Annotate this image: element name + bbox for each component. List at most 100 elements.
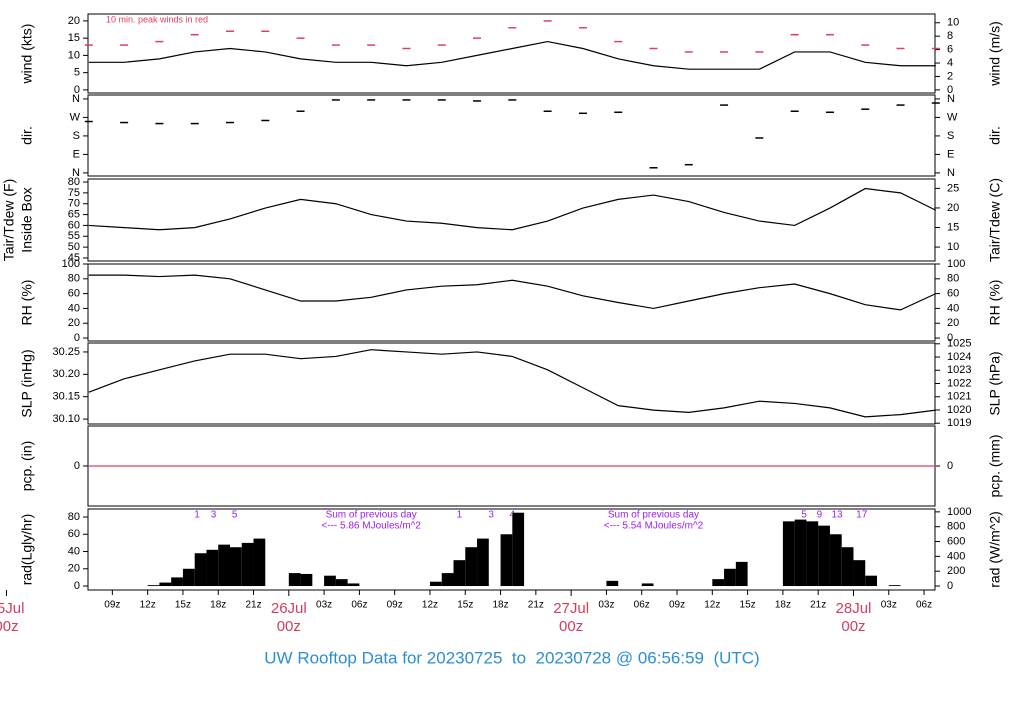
y2-tick-label: 1022 [947,377,971,389]
y-tick-label: 20 [68,563,80,575]
y-axis-label: rad(Lgly/hr) [19,514,35,586]
y2-axis-label: rad (W/m^2) [987,511,1003,588]
y-tick-label: 60 [68,528,80,540]
y2-tick-label: 1000 [947,506,971,518]
y2-tick-label: 4 [947,57,953,69]
y-tick-label: 55 [68,230,80,242]
y2-tick-label: 60 [947,288,959,300]
y-tick-label: E [73,148,80,160]
y-tick-label: 5 [74,67,80,79]
x-tick-label: 06z [351,600,367,611]
bar [229,547,242,587]
y-tick-label: 70 [68,198,80,210]
bar [347,583,360,587]
x-tick-label: 21z [245,600,261,611]
y2-tick-label: 80 [947,273,959,285]
x-tick-label: 21z [528,600,544,611]
day-label: 25Jul [0,600,24,617]
y2-tick-label: 0 [947,580,953,592]
x-tick-label: 12z [140,600,156,611]
annotation: Sum of previous day [608,510,699,521]
y2-tick-label: 8 [947,30,953,42]
bar [865,575,878,587]
bar [724,568,736,587]
annotation: Sum of previous day [326,510,417,521]
y2-tick-label: 1024 [947,351,971,363]
y-tick-label: 100 [62,258,80,270]
x-tick-label: 12z [422,600,438,611]
bar [288,573,301,587]
panel-frame [87,508,936,591]
bar [888,585,901,587]
y2-tick-label: 1025 [947,338,971,350]
bar [441,573,454,587]
y2-tick-label: 400 [947,550,965,562]
panel-frame [87,94,936,177]
bar [477,538,489,587]
y2-axis-label: dir. [987,126,1003,145]
y-tick-label: 30.15 [52,391,80,403]
y2-axis-label: RH (%) [987,280,1003,326]
marker-label: 13 [831,510,843,521]
x-tick-label: 06z [634,600,650,611]
x-tick-label: 18z [210,600,226,611]
y-tick-label: 10 [68,49,80,61]
y2-tick-label: 1019 [947,417,971,429]
y-tick-label: 0 [74,84,80,96]
y2-tick-label: 200 [947,565,965,577]
annotation: <--- 5.86 MJoules/m^2 [321,521,421,532]
day-label: 28Jul [836,600,872,617]
y-axis-label: RH (%) [19,280,35,326]
panel-frame [87,178,936,262]
y2-tick-label: W [947,111,958,123]
y-axis-label: Inside Box [19,187,35,252]
y2-tick-label: 40 [947,302,959,314]
x-tick-label: 15z [740,600,756,611]
y-axis-label: pcp. (in) [19,441,35,492]
y-axis-label: SLP (inHg) [19,349,35,417]
panel-frame [87,13,936,94]
bar [206,549,219,587]
y2-tick-label: 1020 [947,404,971,416]
x-tick-label: 15z [175,600,191,611]
y2-tick-label: 6 [947,44,953,56]
bar [829,534,842,587]
data-line [88,40,936,70]
y2-tick-label: 20 [947,202,959,214]
y2-tick-label: 10 [947,17,959,29]
y2-axis-label: pcp. (mm) [987,435,1003,498]
data-line [88,349,936,418]
panel-frame [87,342,936,425]
bar [500,534,513,587]
y2-tick-label: 20 [947,317,959,329]
y-axis-label: wind (kts) [19,24,35,85]
y-tick-label: 40 [68,545,80,557]
y-tick-label: N [72,93,80,105]
x-tick-label: 09z [104,600,120,611]
day-label: 26Jul [271,600,307,617]
bar [841,547,854,587]
day-sublabel: 00z [0,618,19,635]
y2-axis-label: wind (m/s) [987,21,1003,87]
y2-tick-label: E [947,148,954,160]
y-tick-label: 0 [74,332,80,344]
y2-tick-label: 100 [947,258,965,270]
footer-title: UW Rooftop Data for 20230725 to 20230728… [264,648,759,667]
x-tick-label: 09z [387,600,403,611]
y2-tick-label: 0 [947,84,953,96]
marker-label: 1 [457,510,463,521]
y-tick-label: 75 [68,187,80,199]
y-tick-label: 60 [68,219,80,231]
y-tick-label: 50 [68,241,80,253]
y2-axis-label: SLP (hPa) [987,351,1003,415]
x-tick-label: 18z [492,600,508,611]
y-tick-label: 30.10 [52,413,80,425]
bar [300,573,313,587]
y-tick-label: N [72,167,80,179]
day-sublabel: 00z [841,618,865,635]
y-tick-label: 0 [74,460,80,472]
y-tick-label: 60 [68,288,80,300]
y2-tick-label: 800 [947,521,965,533]
x-tick-label: 18z [775,600,791,611]
